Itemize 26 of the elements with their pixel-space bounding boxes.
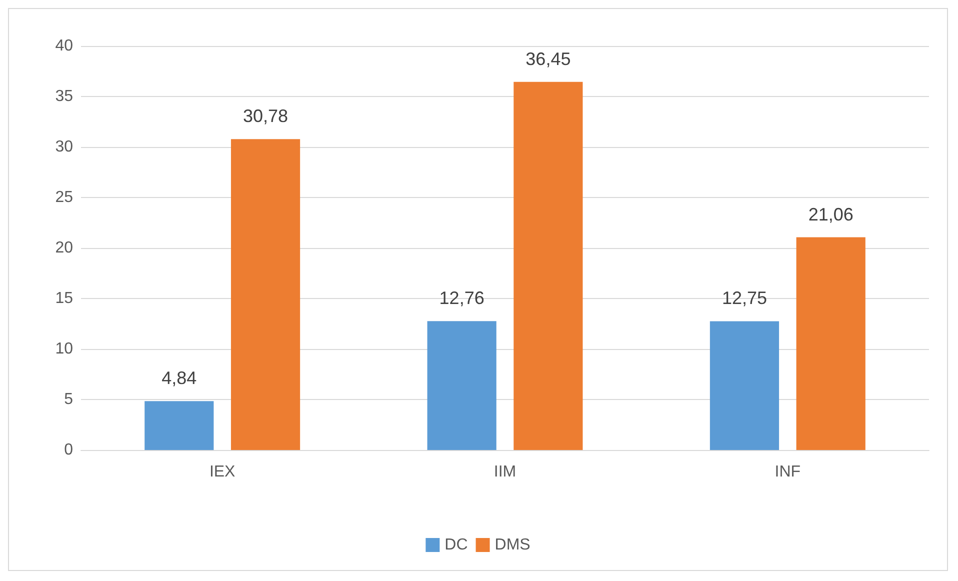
legend-label: DC [444,536,468,554]
y-tick-label: 5 [64,391,74,408]
legend-label: DMS [494,536,530,554]
bar [796,237,866,450]
y-tick-label: 20 [55,240,74,256]
y-tick-label: 15 [55,290,74,307]
y-tick-label: 10 [55,340,74,358]
y-tick-label: 30 [55,138,74,156]
bar [710,321,780,450]
data-label: 36,45 [526,48,571,69]
bar [144,401,214,450]
data-label: 12,76 [439,288,484,308]
y-tick-label: 35 [55,88,74,105]
y-tick-label: 0 [64,442,74,458]
data-label: 30,78 [242,106,288,126]
x-tick-label: IEX [209,464,236,480]
y-tick-label: 40 [55,38,74,54]
data-label: 21,06 [808,204,854,224]
data-label: 12,75 [722,288,768,308]
bar [230,139,300,450]
data-label: 4,84 [162,368,197,388]
y-tick-label: 25 [55,189,74,206]
x-tick-label: IIM [494,464,516,480]
bar [514,82,583,450]
bar [427,321,496,450]
x-tick-label: INF [774,464,801,480]
